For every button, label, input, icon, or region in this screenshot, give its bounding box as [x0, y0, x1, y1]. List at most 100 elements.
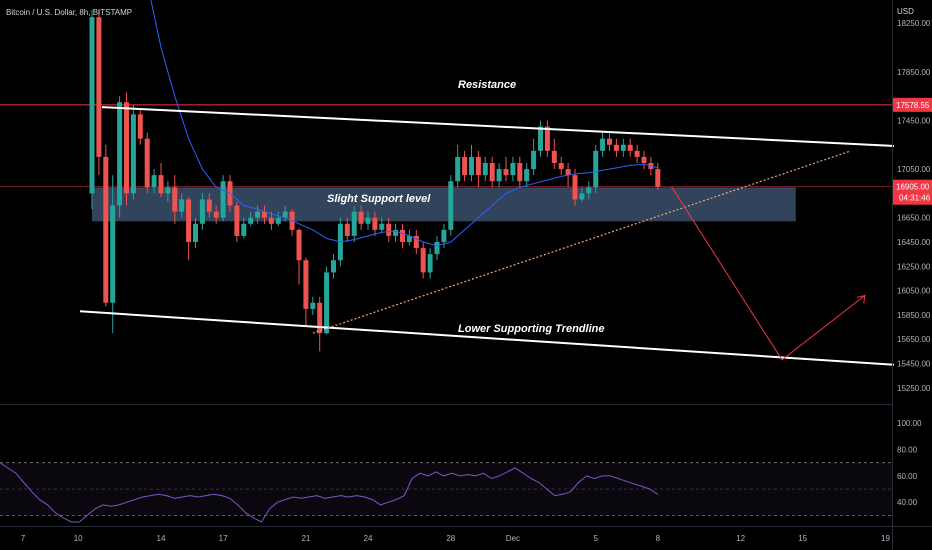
candle-body	[89, 17, 95, 194]
candle-body	[406, 235, 412, 242]
projection-path[interactable]	[671, 186, 866, 361]
candle-body	[296, 229, 302, 261]
price-tick-label: 16650.00	[897, 214, 931, 223]
time-tick-label: 19	[881, 534, 890, 543]
moving-average-line	[150, 0, 658, 247]
candle-body	[593, 150, 599, 188]
price-tick-label: 17450.00	[897, 116, 931, 125]
rsi-line	[0, 462, 659, 523]
currency-label: USD	[897, 7, 914, 16]
price-tick-label: 18250.00	[897, 19, 931, 28]
candle-body	[427, 254, 433, 273]
candle-body	[344, 223, 350, 236]
candle-body	[351, 211, 357, 236]
time-tick-label: 7	[21, 534, 26, 543]
time-tick-label: 5	[593, 534, 598, 543]
candle-body	[379, 223, 385, 230]
candle-body	[413, 235, 419, 249]
last-price-box	[893, 179, 932, 205]
rising-trendline[interactable]	[312, 150, 852, 334]
rsi-tick-label: 80.00	[897, 446, 918, 455]
rsi-tick-label: 40.00	[897, 498, 918, 507]
countdown-label: 04:31:46	[899, 194, 931, 203]
price-scale[interactable]: 18250.00 17850.00 17450.00 17050.00 16650.00…	[897, 19, 931, 393]
candle-body	[268, 217, 274, 224]
candle-body	[517, 163, 523, 182]
price-tick-label: 17850.00	[897, 68, 931, 77]
candle-body	[234, 205, 240, 236]
candle-body	[551, 150, 557, 163]
candle-body	[241, 223, 247, 236]
candle-body	[620, 144, 626, 151]
candles	[89, 9, 661, 352]
price-tick-label: 16250.00	[897, 262, 931, 271]
time-tick-label: 21	[301, 534, 310, 543]
candle-body	[579, 193, 585, 200]
rsi-tick-label: 60.00	[897, 472, 918, 481]
candle-body	[151, 175, 157, 188]
last-price-label: 16905.00	[896, 183, 930, 192]
candle-body	[544, 126, 550, 151]
candle-body	[441, 229, 447, 242]
candle-body	[358, 211, 364, 224]
candle-body	[179, 199, 185, 212]
candle-body	[558, 163, 564, 170]
time-tick-label: 8	[656, 534, 661, 543]
price-tick-label: 15450.00	[897, 360, 931, 369]
candle-body	[482, 163, 488, 176]
candle-body	[213, 211, 219, 218]
candle-body	[600, 138, 606, 151]
candle-body	[317, 302, 323, 334]
candle-body	[627, 144, 633, 151]
time-tick-label: 17	[219, 534, 228, 543]
candle-body	[510, 163, 516, 176]
candle-body	[434, 242, 440, 255]
time-tick-label: 28	[446, 534, 455, 543]
candle-body	[282, 211, 288, 218]
time-tick-label: 10	[74, 534, 83, 543]
candle-body	[448, 181, 454, 230]
time-scale[interactable]: 7 10 14 17 21 24 28 Dec 5 8 12 15 19	[21, 534, 891, 543]
price-tick-label: 15250.00	[897, 384, 931, 393]
candle-body	[607, 138, 612, 145]
upper-channel-line[interactable]	[101, 106, 895, 147]
rsi-scale[interactable]: 100.00 80.00 60.00 40.00	[897, 419, 922, 507]
candle-body	[193, 223, 198, 242]
time-tick-label: 15	[798, 534, 807, 543]
candle-body	[199, 199, 205, 224]
candle-body	[158, 175, 164, 194]
main-price-pane[interactable]: Resistance Slight Support level Lower Su…	[0, 0, 895, 366]
candle-body	[303, 260, 309, 309]
candle-body	[96, 17, 102, 157]
lower-trendline-label: Lower Supporting Trendline	[458, 323, 604, 335]
candle-body	[455, 156, 461, 182]
lower-channel-line[interactable]	[79, 310, 895, 366]
rsi-pane[interactable]	[0, 462, 892, 523]
candle-body	[386, 223, 392, 236]
candle-body	[275, 217, 281, 224]
projection-arrow-head	[856, 294, 866, 304]
price-tick-label: 16050.00	[897, 287, 931, 296]
candle-body	[206, 199, 212, 212]
candle-body	[172, 187, 178, 212]
candle-body	[144, 138, 150, 188]
price-tick-label: 15850.00	[897, 311, 931, 320]
candle-body	[248, 217, 254, 224]
candle-body	[496, 169, 502, 182]
candle-body	[262, 211, 267, 218]
price-tick-label: 16450.00	[897, 238, 931, 247]
candle-body	[124, 102, 129, 194]
candle-body	[469, 156, 474, 176]
candle-body	[110, 205, 116, 303]
candle-body	[489, 163, 495, 182]
candle-body	[503, 169, 509, 176]
candle-body	[655, 169, 661, 187]
candle-body	[372, 217, 378, 230]
candle-body	[324, 272, 330, 334]
candle-body	[393, 229, 399, 236]
candle-body	[634, 150, 640, 157]
candle-body	[613, 144, 619, 151]
rsi-tick-label: 100.00	[897, 419, 922, 428]
